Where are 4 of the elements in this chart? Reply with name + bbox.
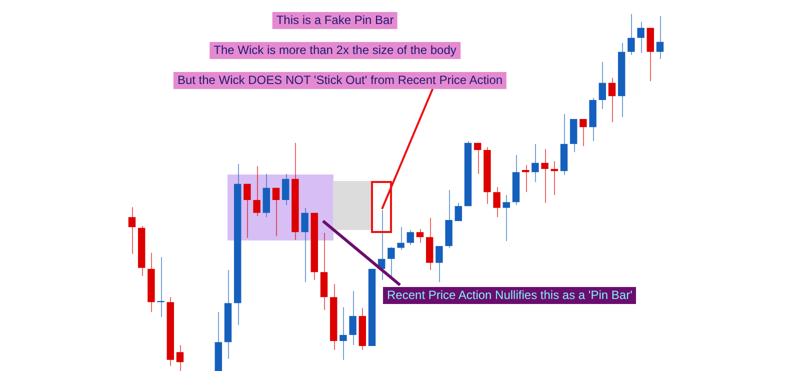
annotation: The Wick is more than 2x the size of the body xyxy=(210,42,460,59)
annotation: But the Wick DOES NOT 'Stick Out' from Recent Price Action xyxy=(173,72,507,89)
annotation: This is a Fake Pin Bar xyxy=(272,12,398,29)
annotation: Recent Price Action Nullifies this as a 'Pin Bar' xyxy=(383,287,636,304)
